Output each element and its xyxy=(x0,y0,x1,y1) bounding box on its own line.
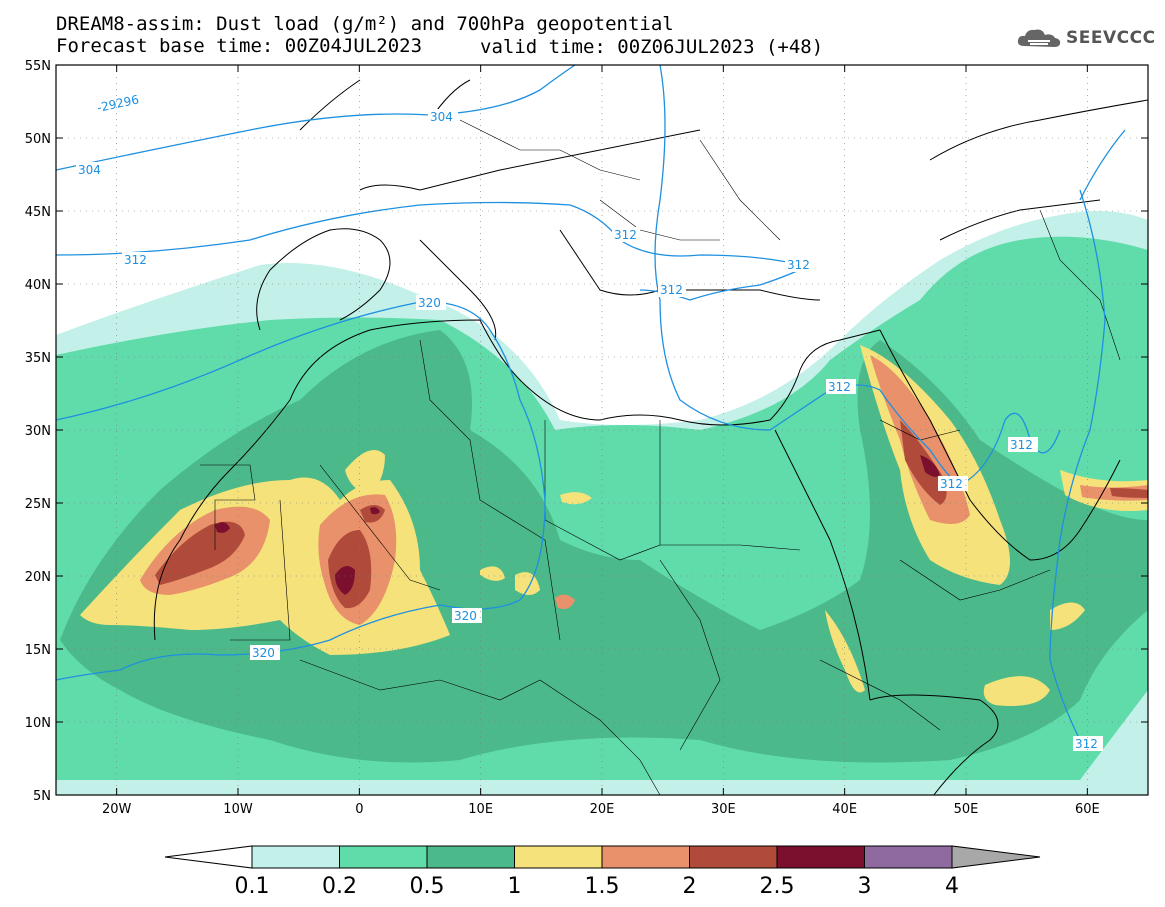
lat-tick-label: 15N xyxy=(25,643,51,658)
colorbar-level-label: 1.5 xyxy=(585,874,620,899)
colorbar-swatch xyxy=(514,845,603,869)
colorbar-level-label: 1 xyxy=(508,874,522,899)
isoline-label-304a: 304 xyxy=(78,163,101,177)
lon-tick-label: 0 xyxy=(355,802,363,817)
isoline-label-312f: 312 xyxy=(940,477,963,491)
colorbar-under-triangle xyxy=(164,845,253,869)
cloud-icon xyxy=(1017,29,1061,47)
colorbar-swatch xyxy=(339,845,428,869)
lat-tick-label: 10N xyxy=(25,716,51,731)
colorbar-level-label: 0.5 xyxy=(410,874,445,899)
colorbar-over-triangle xyxy=(951,845,1041,869)
valid-time: valid time: 00Z06JUL2023 (+48) xyxy=(480,36,824,58)
isoline-label-312g: 312 xyxy=(1010,438,1033,452)
dust-level-2-5 xyxy=(215,455,940,595)
lat-tick-label: 50N xyxy=(25,132,51,147)
lon-tick-label: 20W xyxy=(102,802,132,817)
colorbar-level-label: 0.2 xyxy=(322,874,357,899)
colorbar: 0.1 0.2 0.5 1 1.5 2 2.5 3 4 xyxy=(164,845,1041,899)
lat-tick-label: 30N xyxy=(25,424,51,439)
lon-tick-label: 10W xyxy=(223,802,253,817)
coastlines xyxy=(153,79,1148,795)
colorbar-swatch xyxy=(864,845,953,869)
isoline-label-320c: 320 xyxy=(252,646,275,660)
lon-tick-label: 60E xyxy=(1075,802,1100,817)
lat-tick-label: 40N xyxy=(25,278,51,293)
lat-tick-label: 5N xyxy=(33,789,51,804)
colorbar-swatch xyxy=(426,845,515,869)
isoline-label-312e: 312 xyxy=(828,380,851,394)
isoline-label-304b: 304 xyxy=(430,110,453,124)
lon-tick-label: 30E xyxy=(711,802,736,817)
colorbar-level-label: 2 xyxy=(683,874,697,899)
colorbar-level-label: 0.1 xyxy=(235,874,270,899)
colorbar-swatch xyxy=(689,845,778,869)
colorbar-level-label: 4 xyxy=(945,874,959,899)
colorbar-swatch xyxy=(251,845,340,869)
lat-tick-label: 20N xyxy=(25,570,51,585)
lon-tick-label: 40E xyxy=(832,802,857,817)
forecast-base-time: Forecast base time: 00Z04JUL2023 xyxy=(56,35,423,57)
isoline-label-320a: 320 xyxy=(418,296,441,310)
lon-tick-label: 50E xyxy=(954,802,979,817)
lat-tick-label: 35N xyxy=(25,351,51,366)
isoline-label-312a: 312 xyxy=(124,253,147,267)
colorbar-swatch xyxy=(601,845,690,869)
isoline-label-312d: 312 xyxy=(660,283,683,297)
logo-text: SEEVCCC xyxy=(1066,28,1156,48)
lon-tick-label: 20E xyxy=(590,802,615,817)
seevccc-logo: SEEVCCC xyxy=(1016,26,1156,50)
axis-ticks: 20W 10W 0 10E 20E 30E 40E 50E 60E 55N 50N 45N 40N 35N… xyxy=(25,59,1148,817)
lat-tick-label: 25N xyxy=(25,497,51,512)
isoline-label-312h: 312 xyxy=(1075,737,1098,751)
graticule xyxy=(56,65,1148,795)
colorbar-level-label: 2.5 xyxy=(760,874,795,899)
map-panel: -29296 304 304 312 312 312 312 312 312 3… xyxy=(56,65,1148,795)
isoline-label-312c: 312 xyxy=(787,258,810,272)
country-borders xyxy=(200,119,1121,795)
isoline-label-312b: 312 xyxy=(614,228,637,242)
lon-tick-label: 10E xyxy=(468,802,493,817)
colorbar-swatch xyxy=(776,845,865,869)
colorbar-level-label: 3 xyxy=(858,874,872,899)
lat-tick-label: 55N xyxy=(25,59,51,74)
lat-tick-label: 45N xyxy=(25,205,51,220)
map-title: DREAM8-assim: Dust load (g/m²) and 700hP… xyxy=(56,13,674,35)
isoline-labels: -29296 304 304 312 312 312 312 312 312 3… xyxy=(76,92,1103,751)
isoline-label-320b: 320 xyxy=(454,609,477,623)
